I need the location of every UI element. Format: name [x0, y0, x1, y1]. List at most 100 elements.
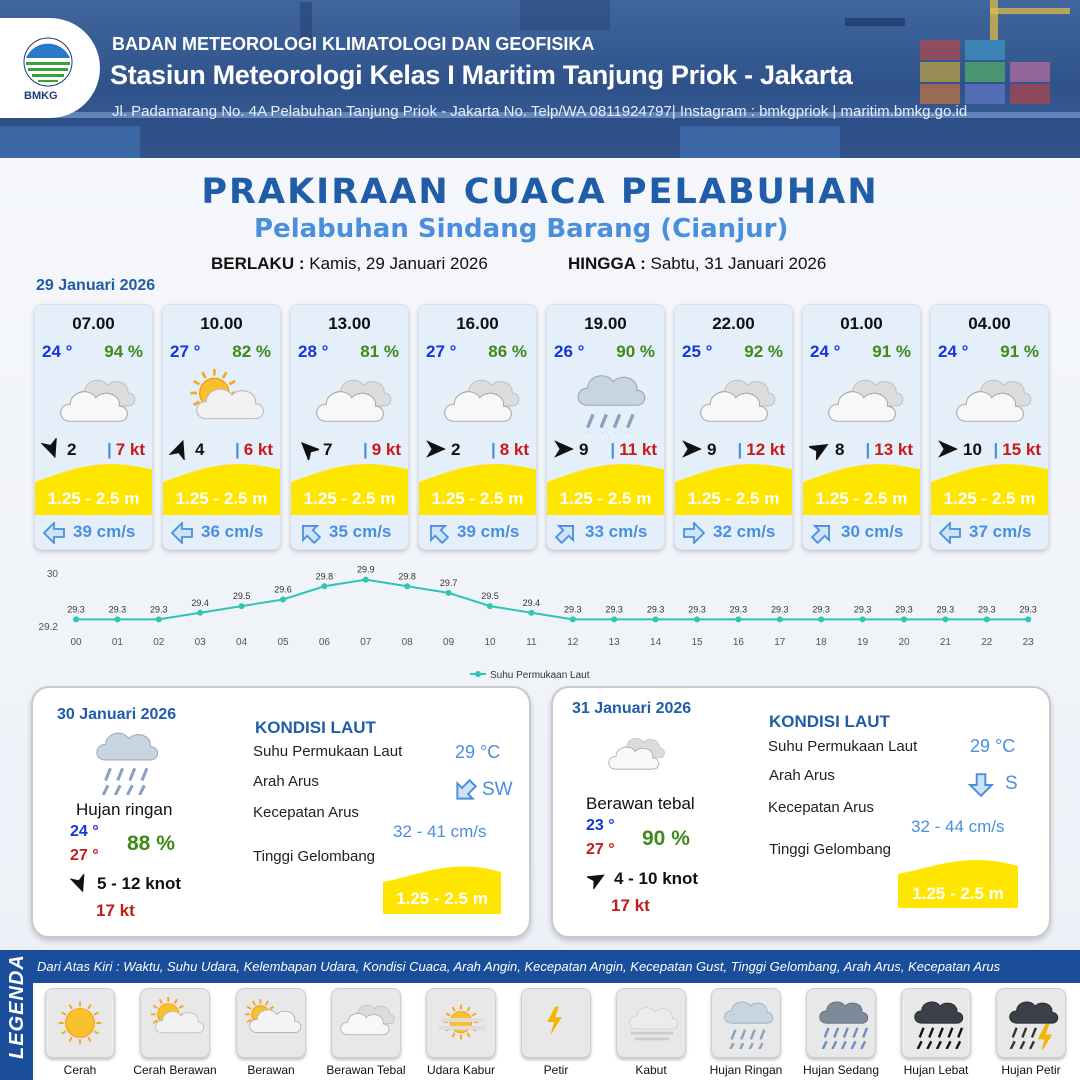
legend-item: [901, 988, 971, 1058]
agency-name: BADAN METEOROLOGI KLIMATOLOGI DAN GEOFIS…: [112, 34, 595, 54]
forecast-temp: 28 °: [298, 342, 329, 361]
x-tick-label: 21: [940, 637, 952, 648]
sst-data-label: 29.4: [191, 598, 209, 608]
sst-point: [362, 576, 369, 583]
x-tick-label: 15: [691, 637, 703, 648]
sst-point: [114, 616, 121, 623]
forecast-card: 22.00 25 ° 92 % 9 | 12 kt 1.25 - 2.5 m 32…: [674, 304, 793, 550]
forecast-wave: 1.25 - 2.5 m: [303, 489, 396, 508]
sst-point: [569, 616, 576, 623]
forecast-humidity: 90 %: [616, 342, 655, 361]
legend-item: [521, 988, 591, 1058]
sst-data-label: 29.3: [730, 604, 748, 614]
day2-cur-spd: 32 - 41 cm/s: [393, 822, 487, 841]
sst-data-label: 29.3: [647, 604, 665, 614]
wind-arrow-icon: [41, 438, 57, 459]
current-arrow-icon: [554, 525, 574, 544]
station-address: Jl. Padamarang No. 4A Pelabuhan Tanjung …: [112, 103, 968, 120]
page-subtitle: Pelabuhan Sindang Barang (Cianjur): [254, 214, 789, 244]
legend-item-label: Cerah: [63, 1063, 97, 1077]
wave-graphic: [675, 464, 792, 516]
wave-graphic: [803, 464, 920, 516]
cerah-berawan-icon: [190, 369, 264, 420]
page-title: PRAKIRAAN CUACA PELABUHAN: [201, 172, 879, 212]
forecast-humidity: 86 %: [488, 342, 527, 361]
forecast-card: 01.00 24 ° 91 % 8 | 13 kt 1.25 - 2.5 m 30…: [802, 304, 921, 550]
wave-graphic: [419, 464, 536, 516]
x-tick-label: 22: [981, 637, 993, 648]
sst-data-label: 29.3: [1019, 604, 1037, 614]
forecast-wind-speed: 2: [67, 440, 77, 459]
forecast-wind-speed: 4: [195, 440, 205, 459]
bmkg-logo: BMKG: [0, 18, 100, 118]
legend-item: [331, 988, 401, 1058]
x-tick-label: 13: [609, 637, 621, 648]
forecast-temp: 24 °: [938, 342, 969, 361]
wind-arrow-icon: [809, 444, 829, 460]
forecast-card: 07.00 24 ° 94 % 2 | 7 kt 1.25 - 2.5 m 39 …: [34, 304, 153, 550]
legend-item-label: Berawan Tebal: [326, 1063, 406, 1077]
x-tick-label: 16: [733, 637, 745, 648]
forecast-current-speed: 33 cm/s: [585, 522, 648, 541]
sst-data-label: 29.3: [771, 604, 789, 614]
sst-point: [735, 616, 742, 623]
forecast-time: 13.00: [328, 314, 371, 333]
forecast-time: 07.00: [72, 314, 115, 333]
forecast-temp: 27 °: [170, 342, 201, 361]
sst-data-label: 29.3: [564, 604, 582, 614]
day3-cur-spd-label: Kecepatan Arus: [768, 799, 874, 816]
x-tick-label: 02: [153, 637, 165, 648]
forecast-current-speed: 39 cm/s: [73, 522, 136, 541]
x-tick-label: 18: [816, 637, 828, 648]
forecast-humidity: 92 %: [744, 342, 783, 361]
sst-point: [73, 616, 79, 623]
day2-condition: Hujan ringan: [76, 800, 173, 819]
forecast-time: 16.00: [456, 314, 499, 333]
sst-data-label: 29.3: [67, 604, 85, 614]
forecast-time: 22.00: [712, 314, 755, 333]
legend-item-label: Hujan Lebat: [903, 1063, 969, 1077]
forecast-gust: | 15 kt: [993, 440, 1041, 459]
day2-wave-graphic: [383, 866, 501, 914]
x-tick-label: 06: [319, 637, 331, 648]
day3-gust: 17 kt: [611, 896, 650, 915]
forecast-gust-value: 11 kt: [619, 440, 657, 459]
day3-panel: [551, 686, 1051, 938]
port-illustration: [0, 0, 1080, 158]
sst-data-label: 29.8: [316, 571, 334, 581]
sst-point: [528, 609, 535, 616]
day3-cur-dir-label: Arah Arus: [769, 767, 835, 784]
forecast-wave: 1.25 - 2.5 m: [559, 489, 652, 508]
logo-text: BMKG: [24, 90, 58, 102]
sst-point: [404, 583, 411, 590]
legend-item: [45, 988, 115, 1058]
forecast-temp: 24 °: [42, 342, 73, 361]
sst-point: [652, 616, 659, 623]
forecast-wind-speed: 10: [963, 440, 982, 459]
x-tick-label: 01: [112, 637, 124, 648]
legend-item-label: Hujan Petir: [1001, 1063, 1061, 1077]
sst-point: [1025, 616, 1032, 623]
day3-current-arrow-icon: [968, 773, 994, 798]
day2-wind-speed: 5 - 12 knot: [97, 874, 182, 893]
valid-from: BERLAKU : Kamis, 29 Januari 2026: [211, 254, 488, 274]
valid-to-label: HINGGA :: [568, 254, 646, 273]
hujan-lebat-icon: [914, 1001, 964, 1049]
sst-point: [321, 583, 328, 590]
legend-item: [426, 988, 496, 1058]
legend-item-label: Kabut: [635, 1063, 667, 1077]
forecast-wave: 1.25 - 2.5 m: [431, 489, 524, 508]
forecast-gust: | 13 kt: [865, 440, 913, 459]
day3-wind-arrow-icon: [587, 874, 605, 889]
forecast-time: 04.00: [968, 314, 1011, 333]
cerah-berawan-icon: [150, 997, 205, 1034]
y-tick-label: 30: [47, 569, 59, 580]
day3-sst: 29 °C: [970, 736, 1016, 756]
current-arrow-icon: [170, 522, 193, 544]
forecast-wind-speed: 2: [451, 440, 461, 459]
current-arrow-icon: [683, 522, 706, 544]
day2-cur-dir: SW: [482, 779, 513, 800]
sst-point: [487, 603, 493, 610]
legend-point-swatch: [475, 671, 481, 677]
day2-weather-icon: [96, 732, 159, 795]
